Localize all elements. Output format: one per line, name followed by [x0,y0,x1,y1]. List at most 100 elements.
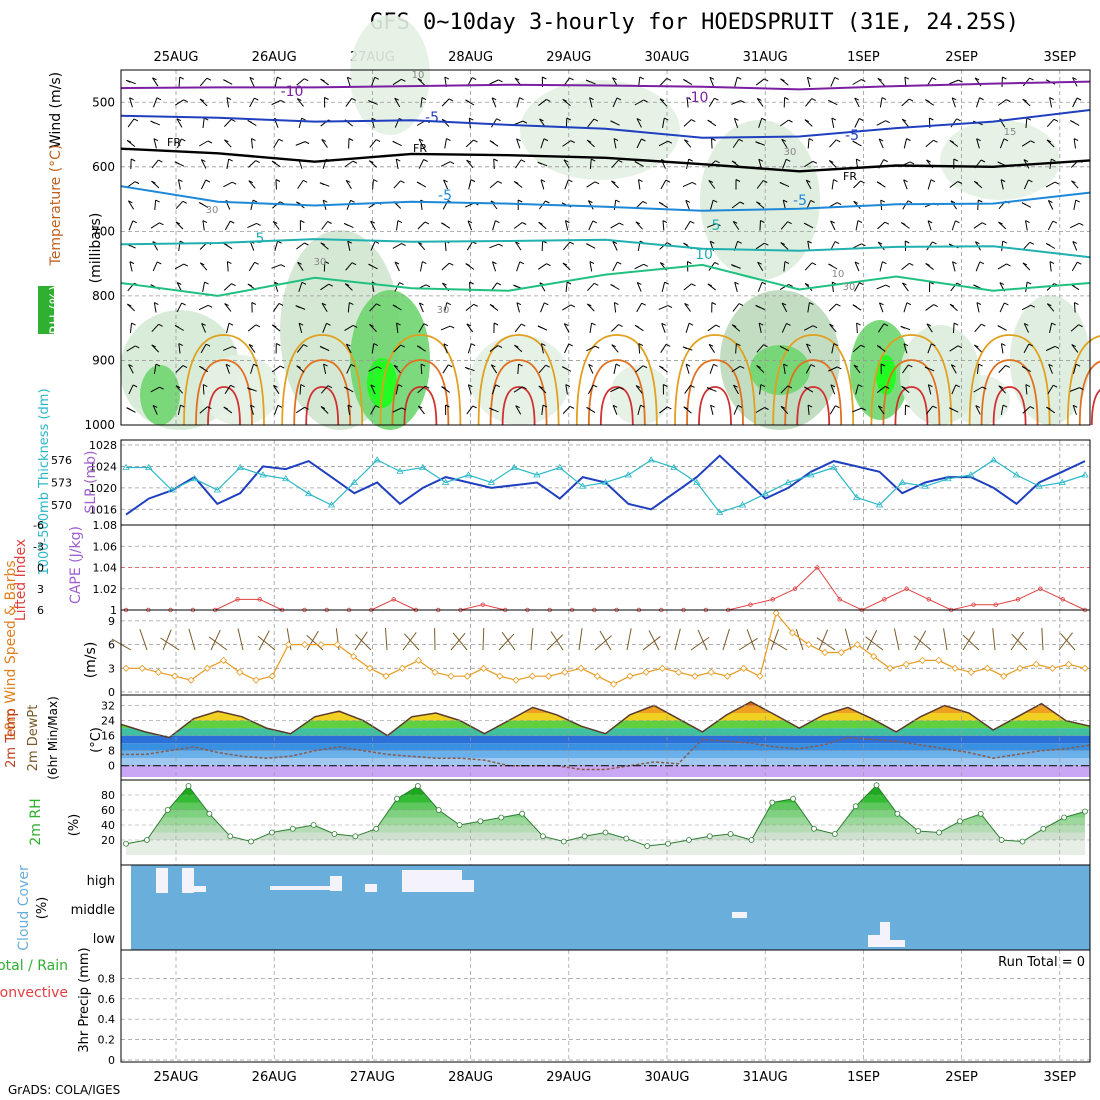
wind-barb [807,76,812,80]
wind-barb [201,159,206,162]
wind-barb [272,221,278,224]
wind-barb [393,364,401,374]
wind-barb [617,261,622,265]
wind-barb [933,139,938,143]
wind-barb [878,138,884,149]
wind-barb [205,343,211,347]
wind-barb [816,637,836,651]
wind-barb [468,179,472,190]
wind-barb [401,407,406,411]
wind-barb [417,221,426,230]
wind-barb [139,629,148,651]
wind-barb [587,303,592,307]
wind-barb [925,139,934,148]
wind-barb [903,343,908,354]
wind-barb [758,158,764,162]
wind-barb [223,79,228,83]
rh-point [498,814,505,821]
wind-barb [1049,97,1053,108]
wind-speed-point [1000,672,1008,680]
wind-barb [152,77,159,87]
wind-barb [131,322,136,326]
wind-barb [682,346,688,350]
wind-barb [782,159,787,169]
wind-barb [272,221,280,230]
wind-barb [618,324,623,327]
temp-band [121,705,1090,714]
wind-barb [199,406,208,414]
wind-barb [903,302,908,313]
wind-barb [715,160,720,164]
wind-barb [130,158,136,162]
temperature-contour [281,334,364,426]
contour-label: 5 [712,218,721,234]
wind-barb [755,141,760,145]
wind-barb [127,200,135,210]
wind-barb [711,138,713,149]
wind-barb [684,139,689,143]
wind-barb [642,201,647,204]
wind-barb [767,638,788,651]
wind-barb [250,138,254,149]
wind-barb [901,222,906,226]
wind-barb [906,302,912,306]
wind-barb [587,200,594,210]
wind-barb [926,405,934,415]
wind-barb [200,179,207,190]
cloud-bar [462,880,474,892]
wind-barb [425,284,431,288]
wind-barb [884,385,890,389]
wind-barb [615,199,620,203]
wind-barb [781,323,787,333]
wind-barb [659,98,665,102]
wind-barb [877,241,885,251]
wind-barb [659,406,668,414]
wind-barb [319,182,325,186]
wind-barb [515,405,520,409]
rh-band [126,832,1085,840]
wind-barb [157,261,162,265]
wind-barb [665,179,671,183]
wind-barb [734,282,738,292]
wind-barb [175,385,181,389]
temperature-contour [403,386,438,426]
wind-barb [925,99,930,103]
wind-barb [854,261,860,272]
lifted-index-tick-label: 3 [37,583,44,596]
wind-barb [350,199,355,203]
wind-barb [635,385,643,394]
pressure-tick-label: 800 [92,289,115,303]
wind-barb [908,364,913,368]
wind-barb [351,98,356,101]
wind-barb [1021,202,1027,206]
rh-point [915,828,922,834]
wind-speed-point [512,676,520,684]
wind-barb [955,220,960,224]
wind-barb [783,363,788,367]
wind-barb [865,636,884,651]
cloud-bar [182,868,194,893]
rh-point [769,799,776,806]
rh-tick-label: 60 [101,804,115,817]
contour-label: -5 [845,128,859,144]
wind-barb [685,323,690,333]
wind-barb [158,323,163,327]
wind-barb [323,363,328,367]
wind-speed-point [610,680,618,688]
wind-barb [150,222,160,229]
wind-barb [788,119,793,123]
wind-barb [176,282,182,285]
wind-barb [975,405,981,415]
wind-barb [248,344,254,347]
wind-barb [707,324,717,332]
wind-barb [712,199,718,203]
wind-barb [1049,261,1052,272]
wind-barb [369,323,374,327]
wind-barb [202,384,205,395]
wind-barb [980,159,986,163]
rh-point [540,833,546,840]
wind-barb [876,284,886,290]
wind-barb [788,283,793,287]
wind-barb [565,220,570,224]
wind-barb [1049,323,1053,333]
